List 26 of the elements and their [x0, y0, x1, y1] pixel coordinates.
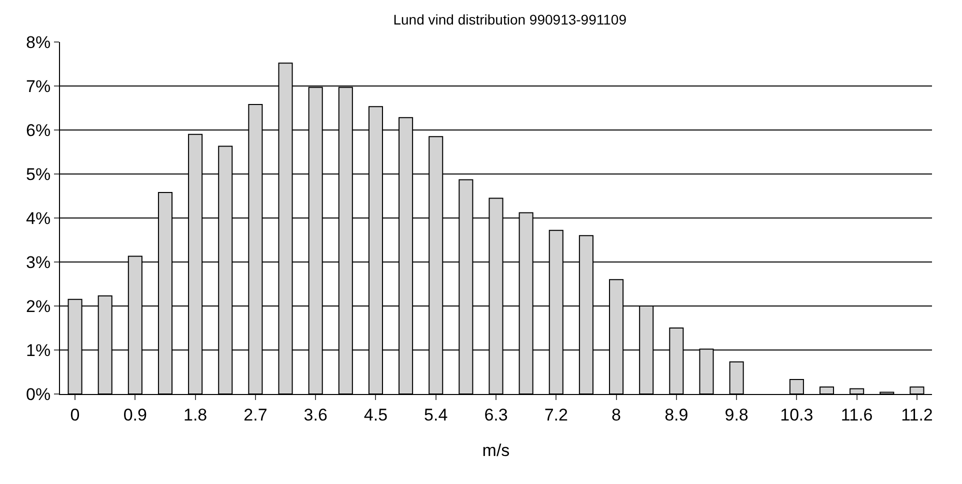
x-tick-label: 6.3	[484, 405, 508, 424]
y-tick-label: 0%	[26, 384, 51, 404]
chart-title: Lund vind distribution 990913-991109	[393, 11, 627, 28]
x-tick-label: 9.8	[724, 405, 748, 424]
x-tick-label: 0	[70, 405, 80, 424]
x-tick-label: 10.3	[780, 405, 814, 424]
x-tick-label: 1.8	[183, 405, 208, 424]
x-tick-label: 8.9	[664, 405, 688, 424]
x-tick-label: 8	[612, 405, 622, 424]
x-tick-label: 5.4	[424, 405, 448, 424]
x-tick-label: 2.7	[244, 405, 268, 424]
y-tick-label: 4%	[26, 208, 51, 228]
y-tick-label: 3%	[26, 252, 51, 272]
x-tick-label: 7.2	[544, 405, 568, 424]
x-tick-label: 0.9	[123, 405, 147, 424]
y-tick-label: 7%	[26, 76, 51, 96]
y-tick-label: 8%	[26, 32, 51, 52]
x-tick-label: 11.2	[901, 405, 933, 424]
y-tick-label: 5%	[26, 164, 51, 184]
x-axis-title: m/s	[482, 440, 510, 460]
x-tick-label: 11.6	[840, 405, 873, 424]
y-tick-label: 2%	[26, 296, 51, 316]
x-tick-label: 4.5	[364, 405, 388, 424]
x-tick-label: 3.6	[304, 405, 328, 424]
y-tick-label: 6%	[26, 120, 51, 140]
y-tick-label: 1%	[26, 340, 51, 360]
